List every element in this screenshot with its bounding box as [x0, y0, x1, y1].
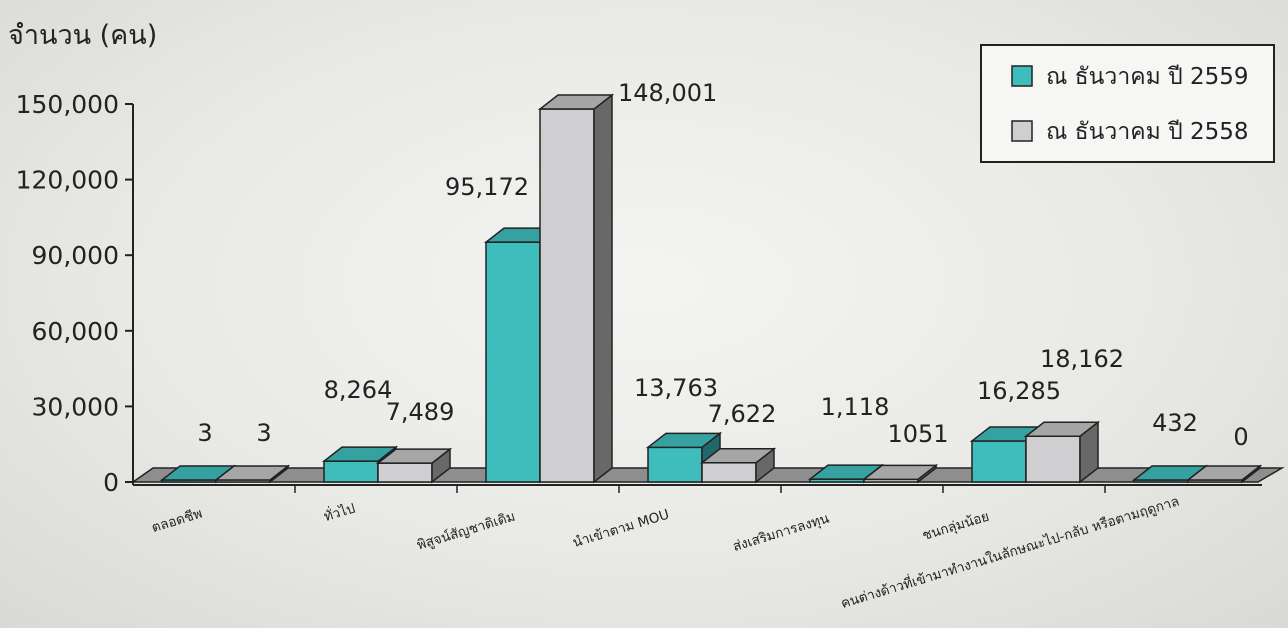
data-label-2-0: 95,172 — [445, 173, 529, 201]
data-label-3-0: 13,763 — [634, 374, 718, 402]
bar-top — [1185, 465, 1263, 481]
y-tick-label: 30,000 — [32, 392, 119, 421]
x-label-3: นำเข้าตาม MOU — [571, 507, 671, 552]
data-label-0-0: 3 — [197, 419, 212, 447]
bar-side — [593, 93, 613, 484]
y-axis: 0 30,000 60,000 90,000 120,000 150,000 — [16, 90, 1262, 497]
bar-front — [971, 440, 1027, 483]
y-tick-label: 60,000 — [32, 317, 119, 346]
x-axis-labels: ตลอดชีพ ทั่วไป พิสูจน์สัญชาติเดิม นำเข้าตาม… — [150, 492, 1181, 612]
bar-6-1 — [1185, 464, 1263, 484]
data-label-2-1: 148,001 — [618, 79, 717, 107]
y-tick-label: 120,000 — [16, 166, 119, 195]
legend-label-2558: ณ ธันวาคม ปี 2558 — [1046, 119, 1249, 145]
legend-swatch-2558 — [1011, 120, 1033, 142]
x-label-2: พิสูจน์สัญชาติเดิม — [415, 508, 517, 554]
y-tick-label: 0 — [103, 468, 119, 497]
bar-top — [213, 465, 291, 481]
bar-2-1 — [537, 93, 615, 484]
bar-front — [701, 462, 757, 483]
y-tick-label: 90,000 — [32, 241, 119, 270]
bar-top — [537, 94, 615, 110]
bar-top — [861, 464, 939, 481]
legend-box — [980, 44, 1275, 163]
x-label-0: ตลอดชีพ — [150, 506, 204, 536]
x-label-6: คนต่างด้าวที่เข้ามาทำงานในลักษณะไป-กลับ … — [839, 492, 1182, 612]
data-label-5-1: 18,162 — [1040, 345, 1124, 373]
data-label-3-1: 7,622 — [708, 400, 777, 428]
bar-3-1 — [699, 447, 777, 484]
data-label-4-0: 1,118 — [821, 393, 890, 421]
data-label-0-1: 3 — [256, 419, 271, 447]
y-tick-label: 150,000 — [16, 90, 119, 119]
data-label-1-1: 7,489 — [386, 398, 455, 426]
x-label-5: ชนกลุ่มน้อย — [921, 509, 992, 544]
bar-front — [485, 241, 541, 483]
bar-4-1 — [861, 463, 939, 484]
bars — [159, 93, 1263, 484]
data-label-6-0: 432 — [1152, 409, 1198, 437]
bar-top — [1023, 421, 1101, 437]
bar-5-1 — [1023, 420, 1101, 484]
data-label-5-0: 16,285 — [977, 377, 1061, 405]
bar-front — [323, 460, 379, 483]
bar-0-1 — [213, 464, 291, 484]
bar-top — [321, 446, 399, 462]
bar-1-1 — [375, 447, 453, 484]
x-label-4: ส่งเสริมการลงทุน — [731, 511, 831, 555]
y-axis-title: จำนวน (คน) — [8, 20, 157, 51]
legend-swatch-2559 — [1011, 65, 1033, 87]
bar-top — [645, 432, 723, 449]
legend: ณ ธันวาคม ปี 2559 ณ ธันวาคม ปี 2558 — [980, 44, 1275, 163]
bar-front — [539, 108, 595, 483]
data-label-1-0: 8,264 — [324, 376, 393, 404]
data-label-6-1: 0 — [1233, 423, 1248, 451]
x-label-1: ทั่วไป — [321, 499, 357, 526]
data-label-4-1: 1051 — [887, 420, 948, 448]
legend-label-2559: ณ ธันวาคม ปี 2559 — [1046, 64, 1249, 90]
bar-top — [699, 448, 777, 464]
bar-front — [647, 446, 703, 483]
bar-front — [377, 462, 433, 483]
bar-top — [375, 448, 453, 464]
bar-front — [1025, 435, 1081, 483]
